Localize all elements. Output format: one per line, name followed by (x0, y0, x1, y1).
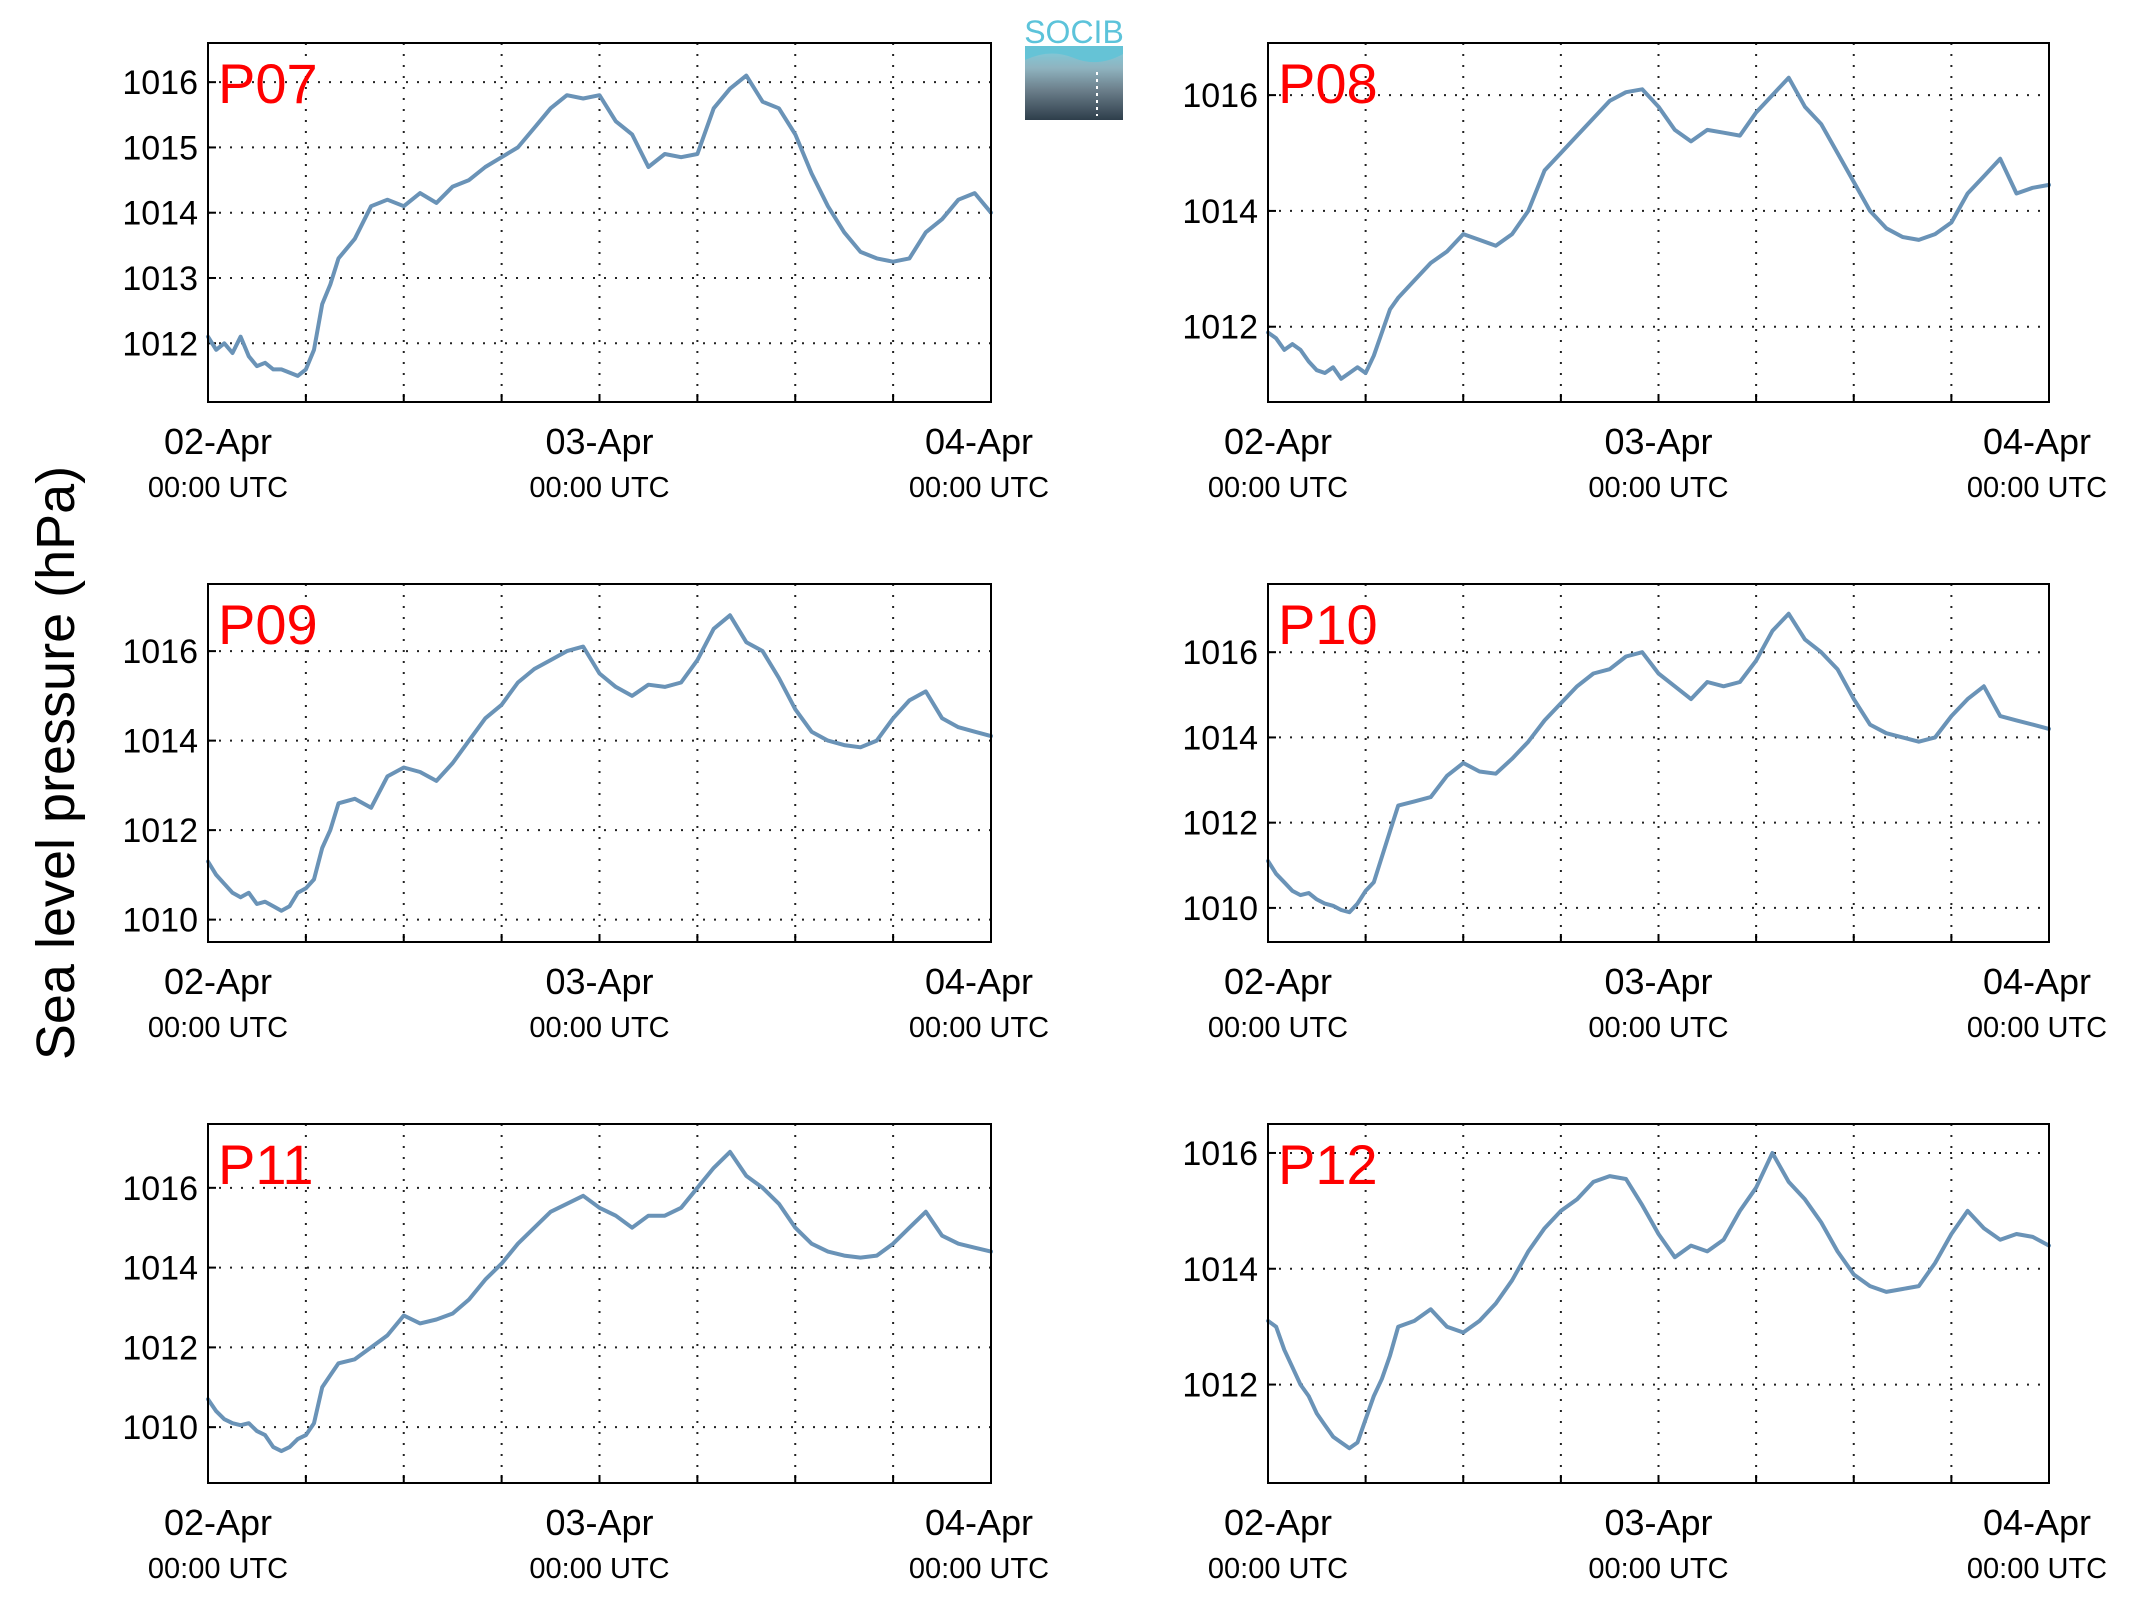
panel-title: P11 (218, 1133, 313, 1196)
series-line (1266, 611, 2051, 915)
x-tick-time: 00:00 UTC (148, 1012, 288, 1044)
y-tick-label: 1010 (122, 1409, 198, 1447)
x-tick-time: 00:00 UTC (909, 1012, 1049, 1044)
x-tick-time: 00:00 UTC (148, 472, 288, 504)
x-tick-date: 02-Apr (164, 1502, 272, 1543)
y-tick-label: 1010 (122, 902, 198, 940)
y-tick-label: 1012 (1182, 309, 1258, 347)
y-tick-label: 1014 (1182, 193, 1258, 231)
plot-frame (1267, 1123, 2050, 1484)
x-tick-date: 04-Apr (925, 1502, 1033, 1543)
x-tick-time: 00:00 UTC (909, 1553, 1049, 1585)
x-tick-date: 04-Apr (1983, 421, 2091, 462)
series-line (1266, 75, 2051, 381)
panel-title: P09 (218, 593, 318, 656)
y-tick-label: 1010 (1182, 890, 1258, 928)
y-tick-label: 1016 (1182, 634, 1258, 672)
panel-p10: 1010 1012 1014 1016 02-Apr 00:00 UTC 03-Apr 00:… (1182, 583, 2107, 1044)
x-tick-date: 02-Apr (1224, 1502, 1332, 1543)
series-line (1266, 1151, 2051, 1451)
y-tick-label: 1014 (122, 195, 198, 233)
x-tick-date: 04-Apr (925, 961, 1033, 1002)
panel-title: P10 (1278, 593, 1378, 656)
panel-p07: 1012 1013 1014 1015 1016 02-Apr 00:00 UTC 03-Ap… (122, 42, 1049, 504)
x-tick-date: 03-Apr (1604, 421, 1712, 462)
logo-text: SOCIB (1024, 14, 1124, 50)
x-tick-date: 04-Apr (1983, 961, 2091, 1002)
panels: 1012 1013 1014 1015 1016 02-Apr 00:00 UTC 03-Ap… (122, 42, 2107, 1585)
x-tick-time: 00:00 UTC (1588, 1012, 1728, 1044)
y-tick-label: 1016 (1182, 1135, 1258, 1173)
plot-frame (207, 583, 992, 943)
x-tick-time: 00:00 UTC (1967, 1012, 2107, 1044)
y-tick-label: 1016 (122, 1170, 198, 1208)
y-tick-label: 1014 (1182, 719, 1258, 757)
plot-frame (1267, 42, 2050, 403)
x-tick-time: 00:00 UTC (529, 1553, 669, 1585)
x-tick-date: 03-Apr (545, 1502, 653, 1543)
x-tick-time: 00:00 UTC (1588, 472, 1728, 504)
x-tick-time: 00:00 UTC (529, 1012, 669, 1044)
y-tick-label: 1012 (122, 325, 198, 363)
y-tick-label: 1012 (1182, 805, 1258, 843)
x-tick-date: 04-Apr (1983, 1502, 2091, 1543)
x-tick-date: 03-Apr (545, 961, 653, 1002)
x-tick-date: 03-Apr (1604, 1502, 1712, 1543)
plot-frame (1267, 583, 2050, 943)
y-axis-label: Sea level pressure (hPa) (26, 466, 86, 1060)
series-line (206, 613, 993, 913)
y-tick-label: 1016 (1182, 77, 1258, 115)
series-line (206, 1149, 993, 1454)
x-tick-time: 00:00 UTC (1967, 1553, 2107, 1585)
x-tick-time: 00:00 UTC (529, 472, 669, 504)
x-tick-date: 04-Apr (925, 421, 1033, 462)
panel-p09: 1010 1012 1014 1016 02-Apr 00:00 UTC 03-Apr 00:… (122, 583, 1049, 1044)
y-tick-label: 1014 (122, 723, 198, 761)
y-tick-label: 1014 (122, 1250, 198, 1288)
plot-frame (207, 42, 992, 403)
x-tick-date: 02-Apr (164, 961, 272, 1002)
y-tick-label: 1014 (1182, 1251, 1258, 1289)
x-tick-date: 02-Apr (1224, 961, 1332, 1002)
y-tick-label: 1013 (122, 260, 198, 298)
series-line (206, 73, 993, 378)
plot-frame (207, 1123, 992, 1484)
x-tick-date: 03-Apr (1604, 961, 1712, 1002)
y-tick-label: 1016 (122, 64, 198, 102)
y-tick-label: 1012 (122, 1329, 198, 1367)
panel-title: P08 (1278, 52, 1378, 115)
panel-p08: 1012 1014 1016 02-Apr 00:00 UTC 03-Apr 00:00 U… (1182, 42, 2107, 504)
x-tick-time: 00:00 UTC (1967, 472, 2107, 504)
x-tick-time: 00:00 UTC (1208, 472, 1348, 504)
x-tick-time: 00:00 UTC (1588, 1553, 1728, 1585)
x-tick-time: 00:00 UTC (1208, 1012, 1348, 1044)
x-tick-time: 00:00 UTC (148, 1553, 288, 1585)
socib-logo: SOCIB (1024, 14, 1124, 120)
x-tick-time: 00:00 UTC (909, 472, 1049, 504)
panel-title: P12 (1278, 1133, 1378, 1196)
y-tick-label: 1012 (1182, 1367, 1258, 1405)
panel-p12: 1012 1014 1016 02-Apr 00:00 UTC 03-Apr 00:00 U… (1182, 1123, 2107, 1585)
x-tick-date: 02-Apr (1224, 421, 1332, 462)
y-tick-label: 1015 (122, 129, 198, 167)
panel-p11: 1010 1012 1014 1016 02-Apr 00:00 UTC 03-Apr 00:… (122, 1123, 1049, 1585)
y-tick-label: 1012 (122, 812, 198, 850)
x-tick-time: 00:00 UTC (1208, 1553, 1348, 1585)
panel-title: P07 (218, 52, 318, 115)
x-tick-date: 02-Apr (164, 421, 272, 462)
x-tick-date: 03-Apr (545, 421, 653, 462)
y-tick-label: 1016 (122, 633, 198, 671)
